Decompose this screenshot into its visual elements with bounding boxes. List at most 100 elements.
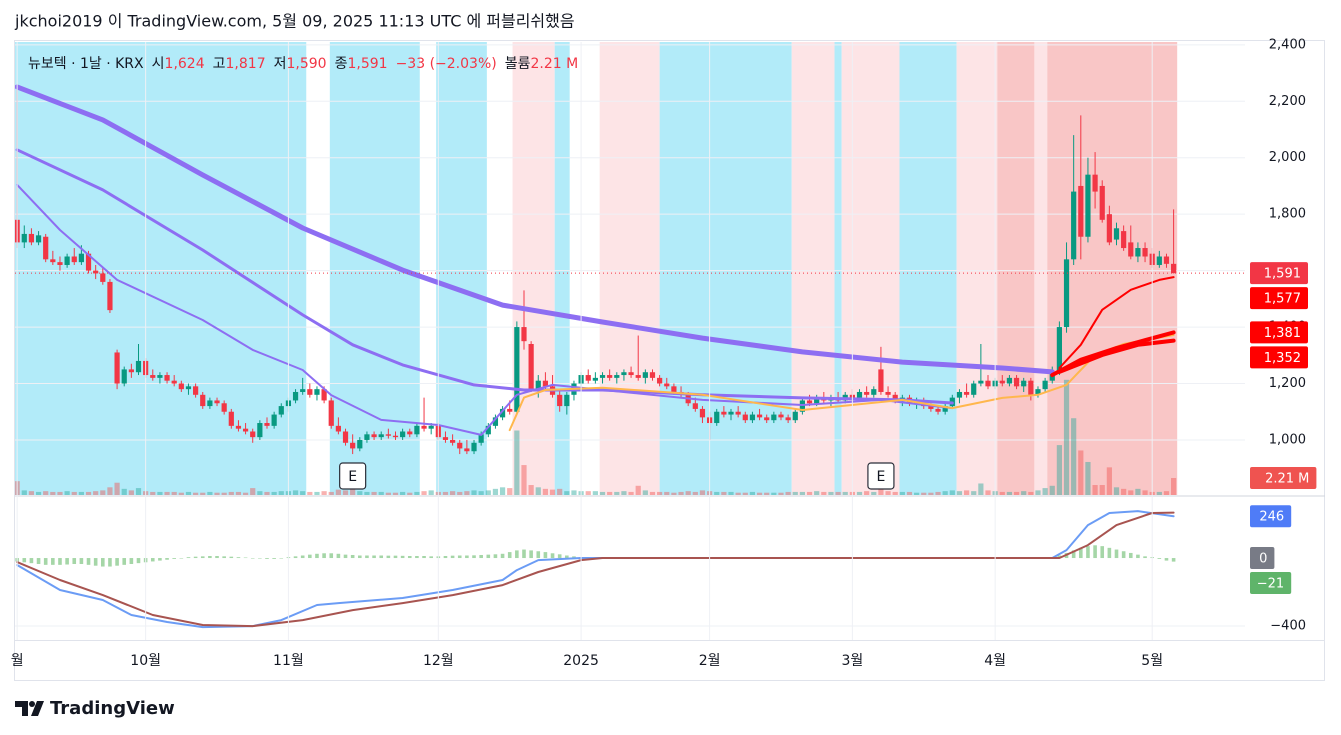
volume-bar (321, 491, 327, 495)
price-badge (1250, 467, 1317, 490)
candle-body (935, 408, 941, 412)
logo-mark (15, 701, 28, 716)
signal-zone (436, 42, 487, 495)
candle-body (871, 389, 877, 395)
candle-body (585, 375, 591, 381)
candle-body (714, 411, 720, 424)
volume-bar (614, 491, 620, 495)
candle-body (221, 403, 227, 412)
candle-body (350, 442, 356, 449)
volume-bar (1056, 445, 1062, 495)
candle-body (657, 377, 663, 384)
price-badge (1250, 505, 1292, 528)
legend-key: 고 (213, 56, 226, 72)
volume-bar (1142, 490, 1148, 495)
macd-histogram-bar (565, 555, 569, 559)
candle-body (778, 414, 784, 418)
volume-bar (407, 492, 413, 495)
macd-histogram-bar (200, 556, 205, 559)
volume-bar (507, 488, 513, 495)
volume-bar (228, 491, 234, 495)
volume-bar (792, 491, 798, 495)
macd-histogram-bar (322, 553, 326, 559)
macd-histogram-bar (365, 555, 369, 559)
macd-histogram-bar (1121, 551, 1126, 559)
candle-body (1163, 256, 1170, 264)
candle-body (607, 375, 613, 378)
macd-histogram-bar (557, 554, 562, 559)
candle-body (564, 394, 570, 407)
candle-body (692, 403, 698, 409)
volume-bar (549, 489, 556, 495)
candle-body (785, 417, 791, 421)
macd-histogram-bar (465, 555, 469, 559)
signal-zone (512, 42, 555, 495)
candle-body (956, 391, 963, 398)
candle-body (963, 391, 970, 395)
candle-body (414, 425, 420, 435)
candle-body (1142, 248, 1148, 257)
candle-body (78, 253, 84, 263)
legend: 뉴보텍 · 1날 · KRX 시1,624 고1,817 저1,590 종1,591 −3… (28, 56, 578, 72)
legend-value: 1,590 (287, 56, 327, 72)
volume-bar (635, 485, 641, 495)
candle-body (742, 414, 748, 421)
candle-body (521, 327, 527, 342)
legend-volume-key: 볼륨 (505, 56, 531, 72)
macd-histogram-bar (357, 555, 362, 559)
macd-histogram-bar (79, 558, 84, 564)
volume-bar (471, 490, 477, 495)
candle-body (421, 425, 427, 429)
volume-bar (1006, 491, 1013, 495)
macd-histogram-bar (479, 554, 483, 559)
volume-bar (1078, 450, 1084, 495)
macd-histogram-bar (400, 555, 405, 559)
candle-body (292, 391, 299, 401)
legend-key: 저 (274, 56, 287, 72)
volume-bar (1028, 491, 1034, 495)
macd-histogram-bar (372, 555, 376, 559)
volume-bar (1128, 490, 1134, 495)
candle-body (471, 442, 477, 452)
volume-bar (585, 491, 591, 495)
volume-bar (1013, 491, 1020, 495)
volume-bar (885, 491, 891, 495)
legend-volume: 2.21 M (530, 56, 578, 72)
macd-histogram-bar (472, 555, 476, 559)
macd-histogram-bar (1057, 555, 1062, 559)
signal-zone (554, 42, 570, 495)
logo-dot (29, 701, 35, 707)
candle-body (1135, 248, 1141, 257)
macd-histogram-bar (415, 556, 419, 559)
volume-bar (235, 491, 242, 495)
volume-bar (564, 491, 570, 495)
macd-histogram-bar (1079, 547, 1083, 559)
candle-body (392, 435, 399, 438)
candle-body (214, 400, 220, 404)
candle-body (971, 383, 977, 395)
candle-body (85, 253, 92, 271)
candle-body (250, 431, 256, 438)
volume-bar (678, 491, 684, 495)
candle-body (242, 428, 249, 432)
volume-bar (1021, 491, 1027, 495)
candle-body (300, 389, 306, 392)
earnings-label: E (348, 469, 357, 485)
volume-bar (1049, 485, 1055, 495)
volume-bar (607, 491, 613, 495)
volume-bar (85, 491, 92, 495)
macd-histogram-bar (86, 558, 91, 565)
macd-histogram-bar (529, 550, 533, 559)
signal-zone (659, 42, 792, 495)
earnings-label: E (876, 469, 885, 485)
candle-body (64, 256, 70, 265)
macd-histogram-bar (1157, 558, 1162, 559)
volume-bar (114, 482, 120, 495)
volume-bar (371, 491, 377, 495)
volume-bar (821, 491, 827, 495)
volume-bar (914, 492, 920, 495)
x-tick-label: 5월 (1141, 653, 1163, 669)
volume-bar (749, 491, 756, 495)
volume-bar (799, 491, 805, 495)
macd-histogram-bar (101, 558, 105, 567)
